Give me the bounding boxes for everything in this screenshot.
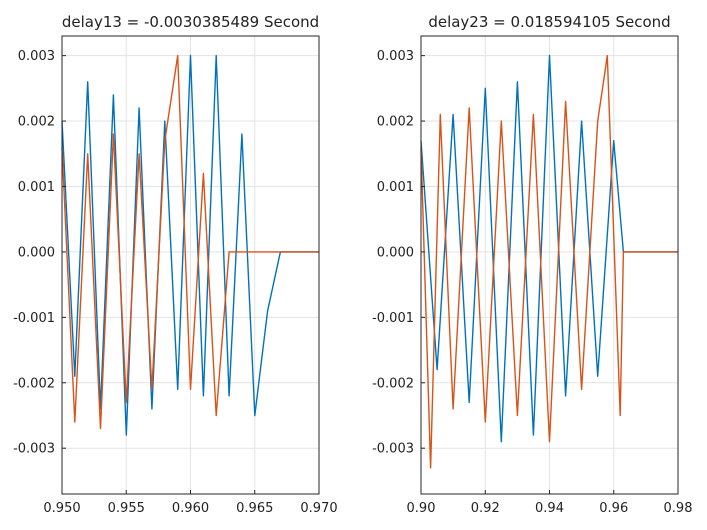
left-plot-series-2-line xyxy=(61,54,319,430)
right-plot-x-tick-label: 0.94 xyxy=(535,501,564,516)
right-plot-y-tick-label: 0.003 xyxy=(377,49,414,64)
right-plot-x-tick-label: 0.96 xyxy=(599,501,628,516)
right-plot-series-2-line xyxy=(420,54,678,469)
right-plot-x-tick-label: 0.98 xyxy=(664,501,693,516)
left-plot: 0.950 0.955 0.960 0.965 0.970 0.003 0.002 0.001… xyxy=(13,13,338,516)
right-plot-y-tick-label: 0.002 xyxy=(377,115,414,130)
right-plot-y-tick-label: -0.003 xyxy=(372,442,414,457)
left-plot-x-tick-label: 0.970 xyxy=(300,501,337,516)
right-plot-y-tick-label: -0.002 xyxy=(372,376,414,391)
right-plot-ticks: 0.90 0.92 0.94 0.96 0.98 0.003 0.002 0.001 0.000… xyxy=(372,49,692,516)
left-plot-y-tick-label: 0.002 xyxy=(18,115,55,130)
right-plot-x-tick-label: 0.92 xyxy=(471,501,500,516)
left-plot-series xyxy=(61,54,319,436)
left-plot-ticks: 0.950 0.955 0.960 0.965 0.970 0.003 0.002 0.001… xyxy=(13,49,338,516)
right-plot-x-tick-label: 0.90 xyxy=(407,501,436,516)
left-plot-x-tick-label: 0.950 xyxy=(43,501,80,516)
right-plot: 0.90 0.92 0.94 0.96 0.98 0.003 0.002 0.001 0.000… xyxy=(372,13,692,516)
left-plot-y-tick-label: -0.002 xyxy=(13,376,55,391)
right-plot-y-tick-label: -0.001 xyxy=(372,311,414,326)
right-plot-y-tick-label: 0.001 xyxy=(377,180,414,195)
right-plot-y-tick-label: 0.000 xyxy=(377,245,414,260)
right-plot-title: delay23 = 0.018594105 Second xyxy=(428,13,670,31)
left-plot-y-tick-label: 0.003 xyxy=(18,49,55,64)
left-plot-x-tick-label: 0.965 xyxy=(236,501,273,516)
left-plot-title: delay13 = -0.0030385489 Second xyxy=(62,13,319,31)
left-plot-y-tick-label: 0.001 xyxy=(18,180,55,195)
right-plot-series xyxy=(420,54,678,469)
left-plot-y-tick-label: -0.003 xyxy=(13,442,55,457)
left-plot-x-tick-label: 0.955 xyxy=(108,501,145,516)
left-plot-y-tick-label: 0.000 xyxy=(18,245,55,260)
left-plot-y-tick-label: -0.001 xyxy=(13,311,55,326)
left-plot-x-tick-label: 0.960 xyxy=(172,501,209,516)
